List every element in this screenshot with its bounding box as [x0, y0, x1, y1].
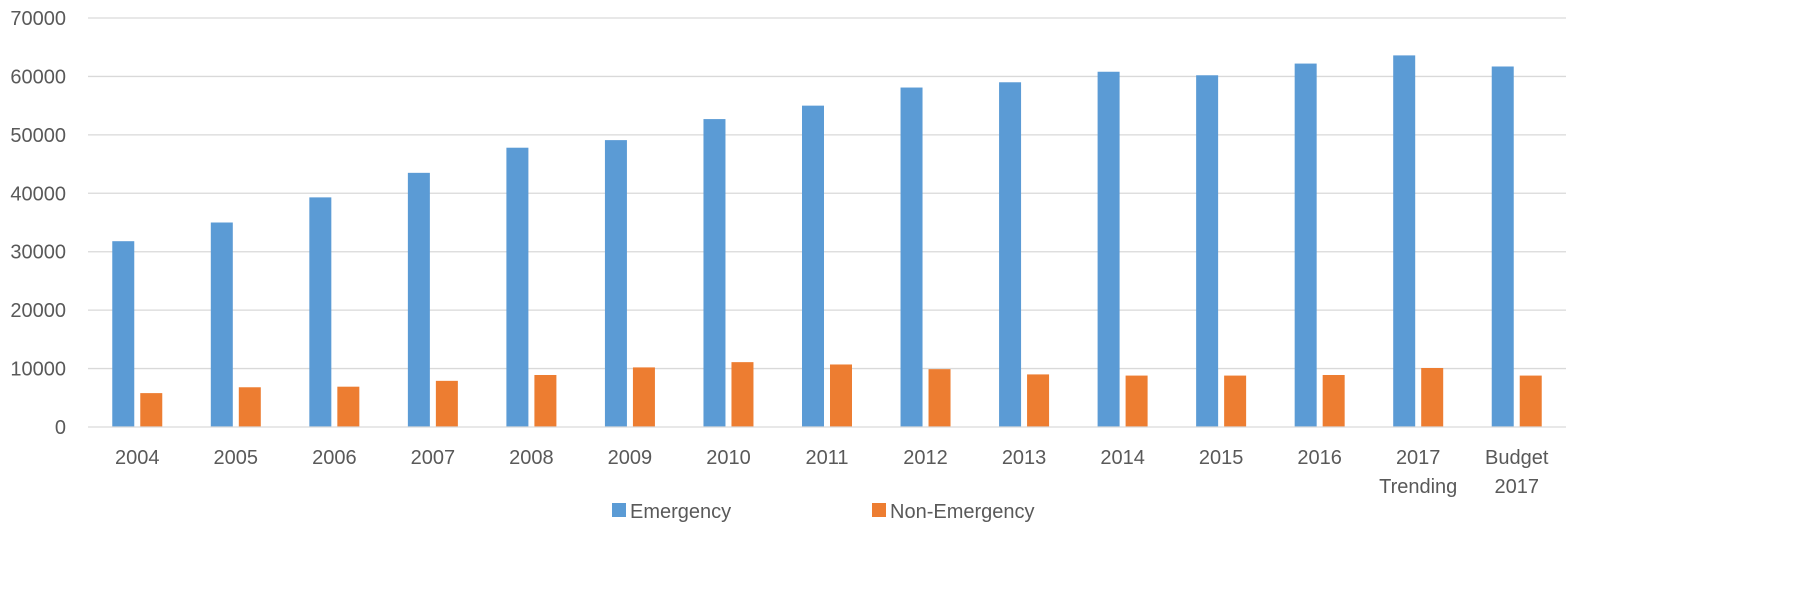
bar-emergency	[1097, 71, 1120, 428]
x-axis-tick-labels: 2004 2005 2006 2007 2008 2009 2010 2011 2012 2013…	[115, 447, 1549, 498]
bar-emergency	[210, 222, 233, 427]
bar-emergency	[604, 140, 627, 427]
y-tick-label: 10000	[10, 359, 66, 381]
bar-non-emergency	[928, 369, 951, 427]
bar-emergency	[112, 241, 135, 427]
x-tick-label: 2007	[411, 447, 456, 469]
x-tick-label: 2017 Trending	[1379, 447, 1457, 498]
y-axis-tick-labels: 0 10000 20000 30000 40000 50000 60000 70000	[10, 8, 66, 439]
bar-non-emergency	[1322, 374, 1345, 427]
bar-non-emergency	[337, 386, 360, 427]
x-tick-label: Budget 2017	[1485, 447, 1549, 498]
legend-swatch	[872, 503, 886, 517]
bar-non-emergency	[830, 364, 852, 427]
bar-emergency	[703, 119, 726, 428]
bar-non-emergency	[632, 367, 655, 427]
y-tick-label: 20000	[10, 300, 66, 322]
y-tick-label: 0	[55, 417, 66, 439]
bar-emergency	[999, 82, 1022, 428]
bar-non-emergency	[1027, 374, 1050, 427]
bar-non-emergency	[1125, 375, 1148, 427]
bar-non-emergency	[238, 387, 261, 427]
x-tick-label: 2012	[903, 447, 948, 469]
x-tick-label: 2011	[805, 447, 848, 469]
y-tick-label: 60000	[10, 66, 66, 88]
bar-non-emergency	[1519, 375, 1542, 427]
y-tick-label: 70000	[10, 8, 66, 30]
x-tick-label: 2016	[1297, 447, 1342, 469]
x-tick-label: 2008	[509, 447, 554, 469]
y-tick-label: 40000	[10, 183, 66, 205]
bar-non-emergency	[731, 362, 754, 427]
legend-label: Non-Emergency	[890, 501, 1035, 523]
bar-emergency	[900, 87, 923, 427]
bar-emergency	[802, 105, 824, 428]
bars	[112, 55, 1542, 428]
x-tick-label: 2013	[1002, 447, 1047, 469]
x-tick-label: 2015	[1199, 447, 1244, 469]
bar-emergency	[1294, 63, 1317, 428]
x-tick-label: 2010	[706, 447, 751, 469]
legend: Emergency Non-Emergency	[612, 501, 1035, 523]
x-tick-label: 2004	[115, 447, 160, 469]
bar-emergency	[1393, 55, 1416, 427]
bar-emergency	[309, 197, 332, 427]
bar-emergency	[407, 172, 430, 427]
legend-swatch	[612, 503, 626, 517]
x-tick-label: 2005	[214, 447, 259, 469]
y-tick-label: 30000	[10, 242, 66, 264]
x-tick-label: 2014	[1100, 447, 1145, 469]
bar-non-emergency	[1421, 367, 1444, 427]
bar-non-emergency	[140, 393, 163, 427]
x-tick-label: 2009	[608, 447, 653, 469]
bar-emergency	[1196, 75, 1219, 427]
bar-emergency	[506, 147, 529, 427]
bar-emergency	[1491, 66, 1514, 427]
x-tick-label: 2006	[312, 447, 357, 469]
y-tick-label: 50000	[10, 125, 66, 147]
gridlines	[88, 17, 1566, 370]
bar-non-emergency	[435, 380, 458, 427]
bar-non-emergency	[1224, 375, 1247, 427]
legend-label: Emergency	[630, 501, 731, 523]
bar-non-emergency	[534, 374, 557, 427]
